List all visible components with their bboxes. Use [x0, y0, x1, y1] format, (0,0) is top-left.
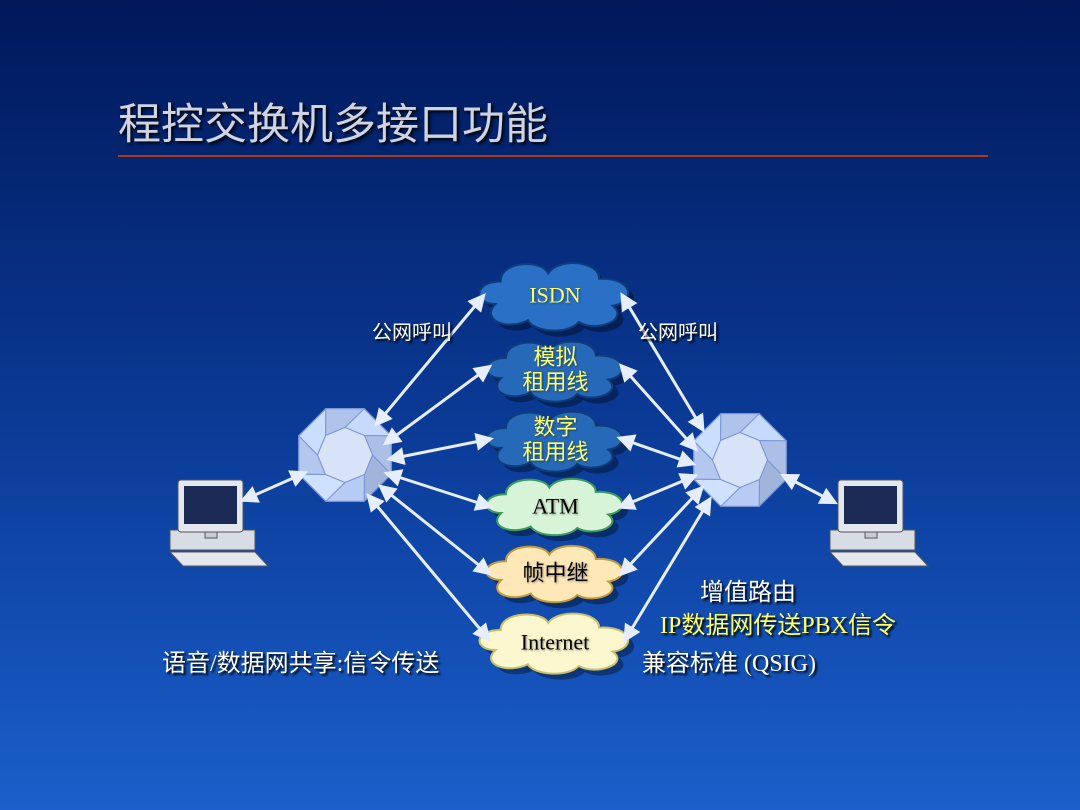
arrow-7	[625, 370, 692, 445]
arrow-1	[390, 370, 485, 440]
label-pub-left: 公网呼叫	[372, 316, 452, 345]
arrow-10	[625, 492, 698, 570]
arrow-5	[372, 500, 485, 635]
arrow-13	[788, 478, 830, 500]
slide-title: 程控交换机多接口功能	[118, 90, 548, 152]
label-ip-pbx: IP数据网传送PBX信令	[660, 605, 896, 640]
pc-right	[830, 480, 928, 566]
title-rule	[118, 155, 988, 157]
pc-left	[170, 480, 268, 566]
cloud-label-analog: 模拟租用线	[478, 330, 633, 410]
cloud-label-frelay: 帧中继	[478, 535, 633, 610]
label-voice: 语音/数据网共享:信令传送	[162, 643, 439, 678]
label-route: 增值路由	[700, 572, 796, 607]
hub-left	[299, 409, 391, 501]
label-pub-right: 公网呼叫	[638, 316, 718, 345]
arrow-12	[248, 475, 300, 498]
arrow-9	[625, 478, 690, 505]
arrow-3	[392, 475, 485, 505]
hub-right	[694, 414, 786, 506]
cloud-label-isdn: ISDN	[470, 250, 640, 340]
label-qsig: 兼容标准 (QSIG)	[642, 643, 816, 678]
arrow-4	[385, 490, 485, 570]
arrow-2	[395, 440, 485, 458]
cloud-label-inet: Internet	[470, 602, 640, 682]
arrow-8	[625, 440, 688, 462]
cloud-label-atm: ATM	[478, 468, 633, 543]
